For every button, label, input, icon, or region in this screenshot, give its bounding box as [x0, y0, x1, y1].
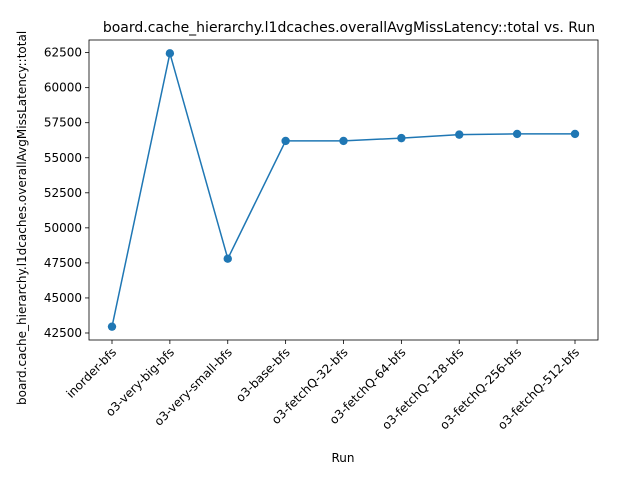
data-point-o3-fetchQ-256-bfs — [512, 129, 522, 139]
y-tick-label: 50000 — [44, 221, 82, 235]
data-point-o3-fetchQ-512-bfs — [570, 129, 580, 139]
plot-area-frame — [88, 39, 599, 341]
y-tick-label: 60000 — [44, 81, 82, 95]
y-tick-label: 52500 — [44, 186, 82, 200]
y-tick-label: 62500 — [44, 46, 82, 60]
y-tick-label: 57500 — [44, 116, 82, 130]
y-tick-label: 42500 — [44, 326, 82, 340]
y-tick-label: 47500 — [44, 256, 82, 270]
x-axis-title: Run — [331, 451, 354, 465]
chart-title: board.cache_hierarchy.l1dcaches.overallA… — [103, 20, 595, 36]
x-tick-label: inorder-bfs — [64, 345, 120, 401]
y-axis-title: board.cache_hierarchy.l1dcaches.overallA… — [15, 31, 29, 405]
data-point-o3-fetchQ-64-bfs — [397, 133, 406, 143]
series-line — [111, 53, 575, 327]
data-point-o3-base-bfs — [281, 136, 290, 146]
y-axis: 42500 45000 47500 50000 52500 55000 57500 60000… — [44, 46, 89, 340]
y-tick-label: 45000 — [44, 291, 82, 305]
x-tick-label: o3-base-bfs — [233, 345, 293, 405]
data-point-o3-fetchQ-32-bfs — [339, 136, 348, 146]
y-tick-label: 55000 — [44, 151, 82, 165]
data-point-inorder-bfs — [107, 322, 117, 331]
data-point-o3-fetchQ-128-bfs — [455, 130, 464, 139]
x-axis: inorder-bfso3-very-big-bfso3-very-small-… — [64, 340, 582, 432]
data-point-o3-very-big-bfs — [165, 49, 175, 58]
data-point-o3-very-small-bfs — [223, 254, 232, 263]
